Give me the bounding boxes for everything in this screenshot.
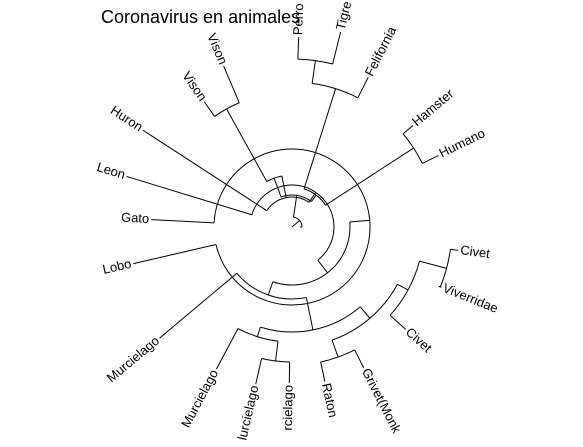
- leaf-label: Vison: [204, 31, 230, 67]
- tree-branch: [317, 259, 329, 274]
- tree-arc: [402, 133, 423, 164]
- leaf-label: Viverridae: [441, 280, 501, 316]
- tree-tip: [410, 125, 414, 128]
- tree-branch: [135, 244, 217, 264]
- tree-branch: [161, 272, 238, 337]
- tree-arc: [293, 216, 303, 228]
- tree-arc: [236, 272, 307, 300]
- leaf-label: Civet: [459, 242, 491, 261]
- tree-branch: [450, 248, 456, 251]
- leaf-label: Vison: [179, 69, 210, 104]
- tree-branch: [129, 176, 252, 216]
- tree-branch: [331, 339, 339, 358]
- leaf-label: Grivet(Monk: [359, 366, 405, 436]
- leaf-label: Leon: [95, 159, 127, 182]
- leaf-label: Murcielago: [104, 333, 162, 385]
- tree-arc: [280, 194, 312, 202]
- tree-arc: [331, 284, 398, 341]
- tree-tip: [215, 366, 219, 370]
- tree-branch: [305, 297, 314, 330]
- tree-tip: [159, 335, 163, 339]
- tree-branch: [311, 60, 316, 84]
- tree-branch: [303, 88, 337, 190]
- tree-tip: [255, 380, 257, 384]
- tree-branch: [281, 175, 287, 198]
- leaf-label: Perro: [290, 3, 306, 35]
- leaf-label: Felifornia: [362, 23, 400, 78]
- tree-arc: [266, 196, 310, 211]
- tree-branch: [205, 103, 215, 117]
- tree-branch: [226, 108, 268, 182]
- tree-arc: [213, 148, 371, 306]
- tree-branch: [354, 349, 363, 366]
- leaf-label: Hamster: [409, 86, 457, 129]
- tree-arc: [389, 261, 420, 316]
- tree-tip: [133, 262, 137, 265]
- tree-branch: [359, 306, 371, 319]
- tree-arc: [312, 82, 359, 99]
- tree-arc: [251, 184, 335, 261]
- leaf-label: Huron: [108, 102, 146, 134]
- tree-tip: [323, 378, 326, 382]
- tree-tip: [142, 129, 146, 133]
- leaf-label: Lobo: [101, 256, 133, 277]
- tree-branch: [422, 156, 437, 164]
- tree-branch: [292, 195, 298, 218]
- tree-branch: [291, 220, 300, 228]
- leaf-label: Murcielago: [178, 367, 221, 430]
- tree-branch: [217, 328, 239, 367]
- tree-branch: [144, 131, 268, 212]
- tree-arc: [261, 358, 290, 363]
- tree-tip: [203, 101, 207, 105]
- tree-branch: [389, 314, 404, 328]
- tree-branch: [397, 283, 409, 291]
- leaf-label: Humano: [437, 125, 488, 160]
- leaf-label: Tigre: [333, 0, 355, 32]
- tree-tip: [438, 285, 442, 288]
- tree-branch: [419, 260, 447, 269]
- tree-arc: [272, 221, 351, 286]
- tree-tip: [403, 326, 407, 330]
- tree-branch: [255, 358, 263, 382]
- leaf-label: Gato: [121, 209, 150, 225]
- leaf-label: lurcielago: [234, 384, 261, 442]
- tree-branch: [310, 194, 317, 202]
- tree-tip: [126, 175, 130, 178]
- tree-branch: [402, 126, 412, 135]
- tree-arc: [260, 306, 361, 333]
- tree-branch: [325, 147, 414, 206]
- tree-branch: [297, 40, 300, 60]
- tree-branch: [357, 79, 368, 99]
- tree-tip: [339, 31, 342, 36]
- tree-tip: [435, 155, 439, 158]
- tree-branch: [275, 341, 279, 362]
- tree-branch: [349, 219, 370, 223]
- tree-arc: [303, 188, 326, 206]
- leaf-label: Raton: [319, 382, 341, 419]
- tree-branch: [154, 219, 215, 224]
- tree-tip: [366, 77, 369, 81]
- tree-branch: [267, 281, 274, 296]
- leaf-label: Civet: [403, 324, 435, 355]
- diagram-title: Coronavirus en animales: [101, 7, 301, 27]
- leaf-label: rcielago: [280, 385, 296, 431]
- tree-tip: [361, 364, 365, 369]
- tree-branch: [320, 361, 325, 379]
- tree-branch: [224, 68, 240, 103]
- tree-arc: [237, 328, 279, 342]
- tree-branch: [256, 326, 261, 337]
- tree-branch: [332, 34, 341, 65]
- tree-tip: [223, 65, 226, 69]
